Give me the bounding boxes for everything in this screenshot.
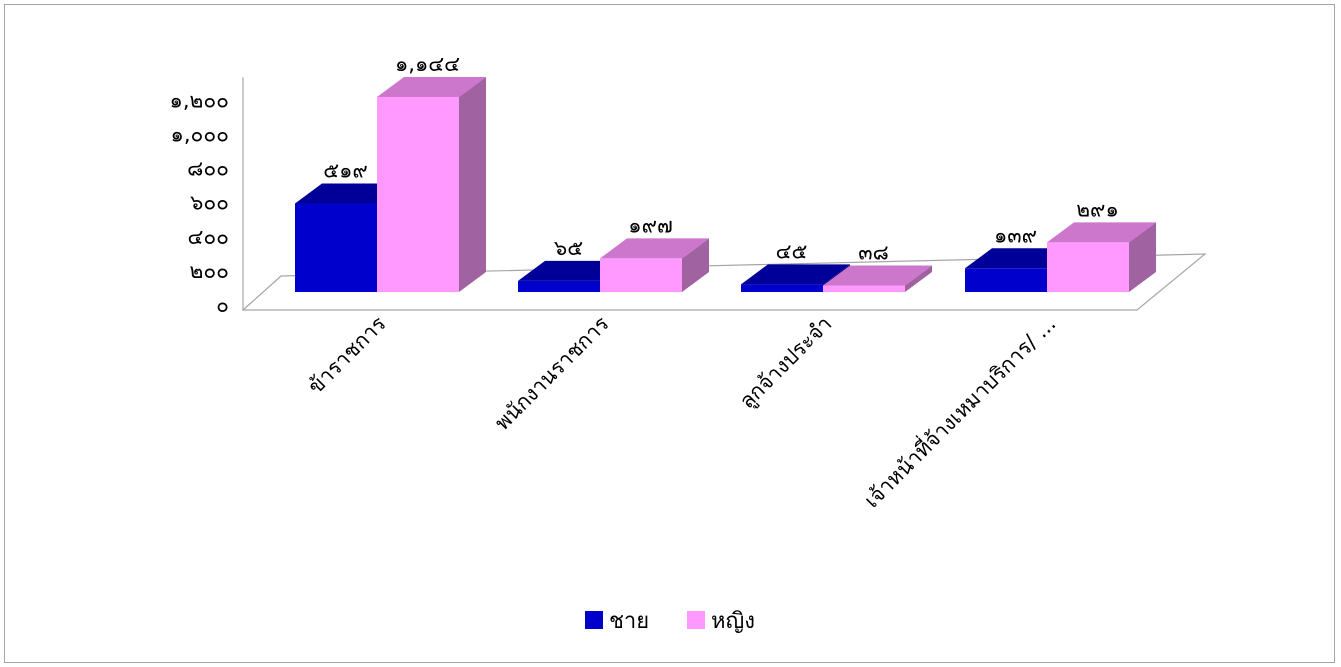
data-label: ๓๘ [858,241,889,265]
y-tick-label: ๘๐๐ [187,157,229,181]
bar-side [459,76,486,292]
bar-side [682,238,709,292]
bar-female [1047,222,1156,292]
legend-swatch [687,611,705,629]
bar-front [295,203,377,292]
y-tick-label: ๐ [216,293,229,317]
bar-side [905,265,932,292]
bar-front [965,268,1047,292]
data-label: ๔๕ [776,239,808,263]
bar-front [377,96,459,292]
data-label: ๑๓๙ [994,223,1037,247]
bar-top [295,183,404,204]
chart-area: ๐ ๒๐๐ ๔๐๐ ๖๐๐ ๘๐๐ ๑,๐๐๐ ๑,๒๐๐ ๕๑๙ ๑,๑๔๔๖๕ ๑๙๗๔๕ ๓… [4,4,1335,663]
y-tick-label: ๖๐๐ [190,191,229,215]
category-label: ข้าราชการ [303,312,390,399]
y-tick-label: ๑,๐๐๐ [171,123,229,147]
y-tick-label: ๒๐๐ [190,259,229,283]
category-label: พนักงานราชการ [490,312,613,435]
legend-label: หญิง [711,609,755,634]
bar-female [600,238,709,292]
legend-label: ชาย [609,609,649,634]
category-label: เจ้าหน้าที่จ้างเหมาบริการ/ ... [857,309,1060,512]
y-tick-label: ๔๐๐ [187,225,229,249]
bar-top [823,265,932,286]
bar-top [1047,222,1156,243]
bar-front [741,284,823,292]
data-label: ๕๑๙ [323,159,368,183]
legend-swatch [585,611,603,629]
bar-female [823,265,932,292]
bar-female [377,76,486,292]
bar-top [965,248,1074,269]
bar-front [600,258,682,292]
bar-front [518,280,600,292]
bar-top [518,260,627,281]
data-label: ๒๙๑ [1076,197,1119,221]
bar-side [1129,222,1156,292]
chart-floor [241,253,1207,311]
bar-top [741,264,850,285]
data-label: ๑,๑๔๔ [395,52,460,76]
bar-top [600,238,709,259]
category-label: ลูกจ้างประจำ [735,312,837,414]
data-label: ๑๙๗ [628,213,673,237]
bar-front [823,285,905,292]
bar-top [377,76,486,97]
data-label: ๖๕ [554,236,583,260]
y-tick-label: ๑,๒๐๐ [170,88,229,112]
bar-front [1047,242,1129,292]
